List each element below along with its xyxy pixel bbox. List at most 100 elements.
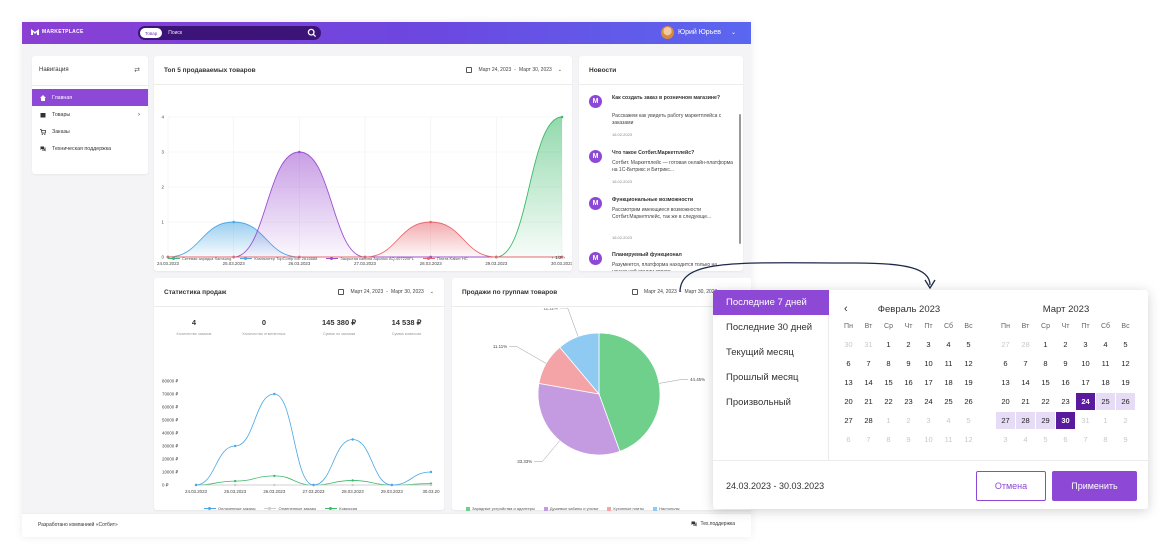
calendar-day[interactable]: 17 — [1081, 378, 1090, 387]
calendar-day[interactable]: 11 — [944, 359, 953, 368]
calendar-day[interactable]: 21 — [1021, 397, 1030, 406]
calendar-day[interactable]: 6 — [1003, 359, 1008, 368]
news-title[interactable]: Планируемый функционал — [612, 252, 682, 258]
calendar-day[interactable]: 23 — [904, 397, 913, 406]
calendar-day[interactable]: 28 — [864, 416, 873, 425]
calendar-day[interactable]: 2 — [906, 340, 911, 349]
calendar-day[interactable]: 26 — [1116, 393, 1135, 410]
calendar-day[interactable]: 4 — [1023, 435, 1028, 444]
calendar-day[interactable]: 16 — [1061, 378, 1070, 387]
preset-option[interactable]: Прошлый месяц — [726, 372, 799, 383]
data-point[interactable] — [194, 483, 198, 487]
calendar-day[interactable]: 25 — [944, 397, 953, 406]
cancel-button[interactable]: Отмена — [976, 471, 1046, 501]
legend-pager[interactable]: ‹ 1/2 › — [552, 255, 565, 260]
calendar-day[interactable]: 10 — [924, 359, 933, 368]
news-item[interactable]: M Что такое Сотбит.Маркетплейс? Сотбит. … — [589, 150, 737, 190]
calendar-day[interactable]: 4 — [1103, 340, 1108, 349]
calendar-day[interactable]: 25 — [1096, 393, 1115, 410]
prev-month-button[interactable]: ‹ — [844, 303, 848, 315]
sidebar-item-support[interactable]: Техническая поддержка — [32, 140, 148, 157]
calendar-day[interactable]: 27 — [1001, 340, 1010, 349]
calendar-day[interactable]: 2 — [1063, 340, 1068, 349]
calendar-day[interactable]: 15 — [1041, 378, 1050, 387]
data-point[interactable] — [232, 255, 235, 259]
calendar-day[interactable]: 11 — [944, 435, 953, 444]
data-point[interactable] — [233, 444, 237, 448]
calendar-day[interactable]: 9 — [906, 435, 911, 444]
pager-prev-button[interactable]: ‹ — [551, 255, 554, 260]
search-bar[interactable]: Товар Поиск — [138, 26, 321, 40]
calendar-day[interactable]: 12 — [964, 359, 973, 368]
news-item[interactable]: M Функциональные возможности Рассмотрим … — [589, 197, 737, 243]
news-item[interactable]: M Планируемый функционал Разумеется, пла… — [589, 252, 737, 271]
date-range-picker[interactable]: Март 24, 2023 - Март 30, 2023 ⌄ — [338, 289, 434, 295]
calendar-day[interactable]: 24 — [924, 397, 933, 406]
calendar-day[interactable]: 6 — [846, 435, 851, 444]
calendar-day[interactable]: 2 — [1123, 416, 1128, 425]
data-point[interactable] — [351, 438, 354, 441]
preset-option[interactable]: Произвольный — [726, 397, 791, 408]
data-point[interactable] — [351, 483, 354, 487]
calendar-day[interactable]: 7 — [1083, 435, 1088, 444]
legend-item[interactable]: Настольны — [653, 506, 680, 511]
sidebar-item-orders[interactable]: Заказы — [32, 123, 148, 140]
pie-slice[interactable] — [598, 332, 661, 452]
news-title[interactable]: Функциональные возможности — [612, 197, 694, 203]
calendar-day[interactable]: 15 — [884, 378, 893, 387]
calendar-day[interactable]: 20 — [1001, 397, 1010, 406]
calendar-day[interactable]: 5 — [966, 416, 971, 425]
logo[interactable]: MARKETPLACE — [31, 29, 84, 35]
legend-item[interactable]: Плита Kaiser HC — [422, 256, 468, 261]
legend-item[interactable]: Оплаченные заказы — [204, 506, 255, 511]
data-point[interactable] — [429, 470, 433, 474]
calendar-day[interactable]: 19 — [1121, 378, 1130, 387]
calendar-day[interactable]: 8 — [886, 435, 891, 444]
data-point[interactable] — [560, 255, 564, 259]
data-point[interactable] — [273, 392, 276, 396]
preset-option[interactable]: Текущий месяц — [726, 347, 794, 358]
calendar-day[interactable]: 3 — [1003, 435, 1008, 444]
calendar-day[interactable]: 9 — [1063, 359, 1068, 368]
calendar-day[interactable]: 18 — [944, 378, 953, 387]
calendar-day[interactable]: 12 — [1121, 359, 1130, 368]
legend-item[interactable]: Сетевая зарядка Samsung — [168, 256, 231, 261]
calendar-day[interactable]: 16 — [904, 378, 913, 387]
calendar-day[interactable]: 19 — [964, 378, 973, 387]
calendar-day[interactable]: 30 — [844, 340, 853, 349]
calendar-day[interactable]: 1 — [886, 416, 891, 425]
calendar-day[interactable]: 3 — [1083, 340, 1088, 349]
pager-next-button[interactable]: › — [563, 255, 566, 260]
calendar-day[interactable]: 11 — [1101, 359, 1110, 368]
calendar-day[interactable]: 8 — [1103, 435, 1108, 444]
preset-option[interactable]: Последние 30 дней — [726, 322, 813, 333]
calendar-day[interactable]: 5 — [1043, 435, 1048, 444]
calendar-day[interactable]: 3 — [926, 416, 931, 425]
data-point[interactable] — [312, 483, 315, 487]
calendar-day[interactable]: 7 — [866, 359, 871, 368]
data-point[interactable] — [166, 255, 170, 259]
calendar-day[interactable]: 8 — [886, 359, 891, 368]
data-point[interactable] — [351, 479, 354, 482]
data-point[interactable] — [390, 483, 394, 487]
search-input[interactable]: Поиск — [168, 30, 183, 36]
legend-item[interactable]: Отмененные заказы — [264, 506, 316, 511]
calendar-day[interactable]: 13 — [1001, 378, 1010, 387]
calendar-day[interactable]: 18 — [1101, 378, 1110, 387]
data-point[interactable] — [273, 483, 276, 487]
legend-item[interactable]: Зарядные устройства и адаптеры — [466, 506, 535, 511]
preset-option[interactable]: Последние 7 дней — [713, 290, 829, 315]
calendar-day[interactable]: 22 — [884, 397, 893, 406]
scrollbar[interactable] — [739, 114, 741, 244]
data-point[interactable] — [429, 483, 433, 487]
calendar-day[interactable]: 31 — [1081, 416, 1090, 425]
calendar-day[interactable]: 27 — [844, 416, 853, 425]
data-point[interactable] — [232, 220, 235, 224]
calendar-day[interactable]: 9 — [1123, 435, 1128, 444]
data-point[interactable] — [429, 220, 432, 224]
calendar-day[interactable]: 22 — [1041, 397, 1050, 406]
calendar-day[interactable]: 17 — [924, 378, 933, 387]
calendar-day[interactable]: 14 — [864, 378, 873, 387]
data-point[interactable] — [298, 255, 301, 259]
calendar-day[interactable]: 5 — [1123, 340, 1128, 349]
